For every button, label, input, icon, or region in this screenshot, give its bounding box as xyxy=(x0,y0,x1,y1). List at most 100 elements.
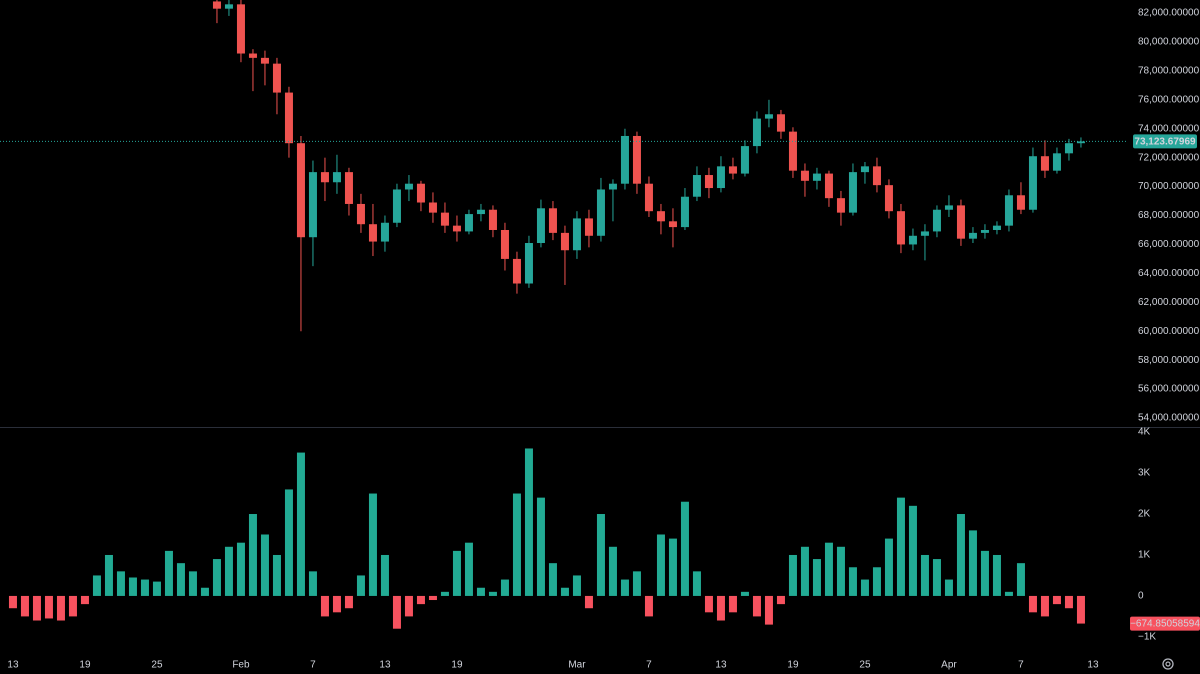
candle-body xyxy=(716,166,725,189)
x-tick-label: 25 xyxy=(859,660,871,671)
histogram-bar xyxy=(44,595,53,619)
histogram-bar xyxy=(296,452,305,596)
y-tick-label: 3K xyxy=(1138,468,1151,479)
histogram-bar xyxy=(980,550,989,596)
candle-body xyxy=(320,172,329,183)
histogram-bar xyxy=(440,591,449,596)
y-tick-label: 60,000.00000 xyxy=(1138,326,1200,337)
candle-body xyxy=(740,146,749,174)
candle-body xyxy=(500,229,509,259)
candle-body xyxy=(224,4,233,9)
histogram-bar xyxy=(320,595,329,617)
candle-body xyxy=(260,57,269,64)
candle-body xyxy=(284,92,293,144)
candle-body xyxy=(392,189,401,223)
x-tick-label: 7 xyxy=(1018,660,1024,671)
x-tick-label: 25 xyxy=(151,660,163,671)
candle-body xyxy=(560,232,569,251)
candle-body xyxy=(680,196,689,228)
last-value-box xyxy=(1130,616,1200,631)
candle-body xyxy=(632,135,641,184)
candle-body xyxy=(728,166,737,174)
histogram-bar xyxy=(668,538,677,596)
histogram-bar xyxy=(344,595,353,609)
y-tick-label: 78,000.00000 xyxy=(1138,66,1200,77)
x-tick-label: 13 xyxy=(715,660,727,671)
candle-body xyxy=(980,229,989,233)
candle-body xyxy=(872,166,881,186)
histogram-bar xyxy=(368,493,377,596)
histogram-bar xyxy=(212,559,221,596)
candle-body xyxy=(776,114,785,132)
histogram-bar xyxy=(512,493,521,596)
histogram-bar xyxy=(812,559,821,596)
histogram-bar xyxy=(164,550,173,596)
histogram-bar xyxy=(956,514,965,596)
candle-body xyxy=(524,243,533,284)
histogram-bar xyxy=(896,497,905,596)
candle-body xyxy=(692,175,701,197)
histogram-bar xyxy=(392,595,401,629)
histogram-bar xyxy=(1028,595,1037,613)
y-tick-label: 74,000.00000 xyxy=(1138,123,1200,134)
histogram-bar xyxy=(728,595,737,613)
settings-icon[interactable] xyxy=(1162,658,1174,670)
candle-body xyxy=(404,183,413,190)
candle-body xyxy=(488,209,497,230)
histogram-bar xyxy=(248,514,257,596)
candle-body xyxy=(620,135,629,184)
candle-body xyxy=(1052,153,1061,171)
histogram-bar xyxy=(140,579,149,596)
y-tick-label: 72,000.00000 xyxy=(1138,152,1200,163)
candle-body xyxy=(1028,156,1037,210)
y-tick-label: 2K xyxy=(1138,509,1151,520)
candle-body xyxy=(800,170,809,181)
x-tick-label: Apr xyxy=(941,660,957,671)
candle-body xyxy=(956,205,965,239)
candle-body xyxy=(596,189,605,236)
candle-body xyxy=(896,211,905,245)
candle-body xyxy=(476,209,485,215)
histogram-bar xyxy=(404,595,413,617)
histogram-bar xyxy=(8,595,17,609)
histogram-bar xyxy=(824,542,833,596)
candle-body xyxy=(248,53,257,58)
candle-body xyxy=(296,143,305,238)
histogram-bar xyxy=(1064,595,1073,609)
histogram-bar xyxy=(740,591,749,596)
last-price-box xyxy=(1133,134,1197,149)
histogram-bar xyxy=(1040,595,1049,617)
y-tick-label: 64,000.00000 xyxy=(1138,268,1200,279)
candle-body xyxy=(932,209,941,232)
candle-body xyxy=(380,222,389,242)
candle-body xyxy=(644,183,653,212)
histogram-bar xyxy=(224,546,233,596)
histogram-bar xyxy=(848,567,857,596)
histogram-bar xyxy=(548,563,557,596)
candle-body xyxy=(548,208,557,233)
candle-body xyxy=(824,173,833,199)
y-tick-label: 0 xyxy=(1138,591,1144,602)
histogram-bar xyxy=(608,546,617,596)
histogram-bar xyxy=(32,595,41,621)
candle-body xyxy=(236,4,245,54)
histogram-bar xyxy=(1016,563,1025,596)
histogram-bar xyxy=(920,554,929,596)
candle-body xyxy=(788,131,797,171)
histogram-bar xyxy=(836,546,845,596)
candle-body xyxy=(536,208,545,244)
histogram-bar xyxy=(380,554,389,596)
y-tick-label: 62,000.00000 xyxy=(1138,297,1200,308)
candle-body xyxy=(704,175,713,189)
histogram-bar xyxy=(572,575,581,596)
x-tick-label: 19 xyxy=(787,660,799,671)
histogram-bar xyxy=(428,595,437,601)
histogram-bar xyxy=(752,595,761,617)
histogram-bar xyxy=(152,581,161,596)
histogram-bar xyxy=(860,579,869,596)
y-tick-label: 66,000.00000 xyxy=(1138,239,1200,250)
y-tick-label: 76,000.00000 xyxy=(1138,94,1200,105)
settings-core xyxy=(1165,661,1171,667)
histogram-bar xyxy=(272,554,281,596)
